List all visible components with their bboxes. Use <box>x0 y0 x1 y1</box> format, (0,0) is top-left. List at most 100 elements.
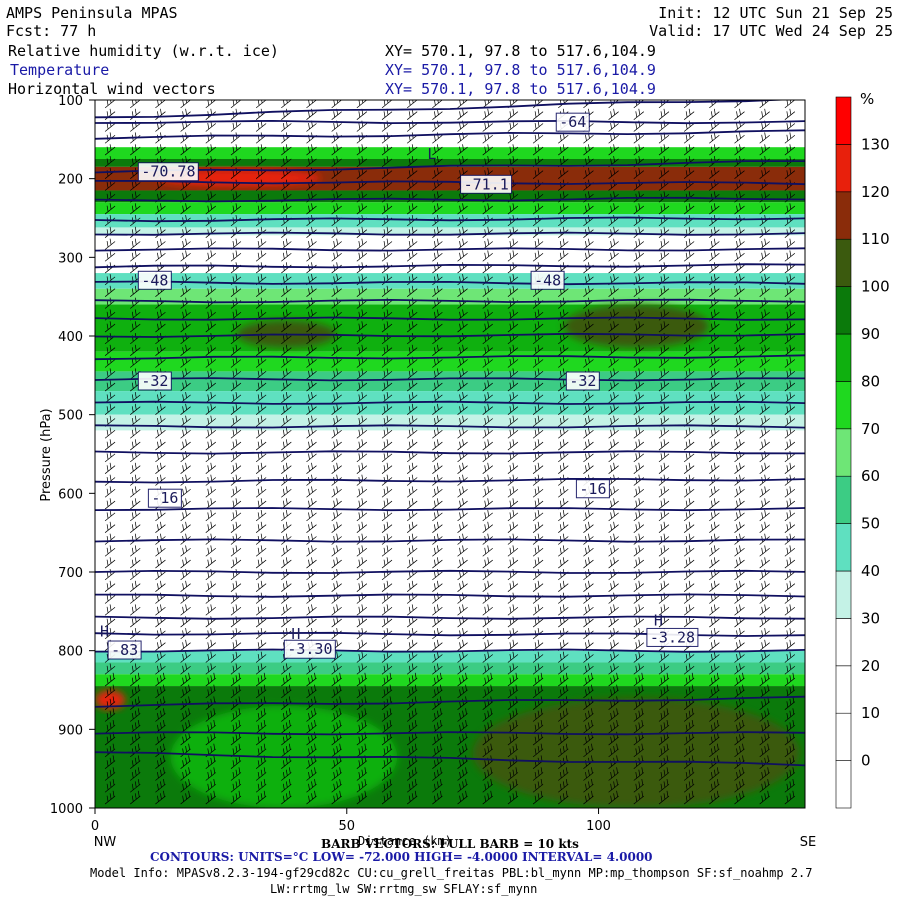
wind-barb <box>734 672 745 687</box>
wind-barb <box>406 167 418 179</box>
wind-barb <box>281 580 292 592</box>
wind-barb <box>482 545 493 557</box>
wind-barb <box>759 720 770 734</box>
wind-barb <box>457 108 468 120</box>
wind-barb <box>205 521 216 533</box>
wind-barb <box>381 427 393 439</box>
wind-barb <box>356 720 368 734</box>
wind-barb <box>432 486 443 498</box>
wind-barb <box>281 486 292 498</box>
wind-barb <box>406 486 418 498</box>
wind-barb <box>406 684 418 699</box>
wind-barb <box>583 309 594 321</box>
wind-barb <box>507 557 519 569</box>
wind-barb <box>381 498 393 510</box>
wind-barb <box>255 285 267 297</box>
wind-barb <box>230 144 242 156</box>
wind-barb <box>457 731 468 746</box>
wind-barb <box>608 545 619 557</box>
wind-barb <box>381 684 393 699</box>
wind-barb <box>583 427 594 439</box>
wind-barb <box>130 521 141 533</box>
wind-barb <box>759 731 770 746</box>
wind-barb <box>255 755 267 769</box>
wind-barb <box>507 743 519 758</box>
wind-barb <box>658 108 670 120</box>
wind-barb <box>734 262 745 274</box>
wind-barb <box>230 356 242 368</box>
wind-barb <box>356 790 368 805</box>
wind-barb <box>104 580 116 592</box>
wind-barb <box>180 580 191 592</box>
wind-barb <box>759 462 770 474</box>
field-temp-xy: XY= 570.1, 97.8 to 517.6,104.9 <box>385 61 656 79</box>
wind-barb <box>658 708 670 722</box>
colorbar-swatch <box>835 96 852 145</box>
wind-barb <box>356 663 368 675</box>
wind-barb <box>633 238 645 250</box>
wind-barb <box>683 167 695 179</box>
wind-barb <box>306 557 317 569</box>
wind-barb <box>608 403 619 415</box>
wind-barb <box>205 439 216 451</box>
wind-barb <box>180 380 191 392</box>
wind-barb <box>658 486 670 498</box>
wind-barb <box>104 592 116 604</box>
wind-barb <box>130 156 141 168</box>
colorbar: 0 10 20 30 40 50 60 70 80 90 100 110 120 130 <box>835 96 890 809</box>
wind-barb <box>356 580 368 592</box>
wind-barb <box>482 767 493 781</box>
wind-barb <box>532 580 544 592</box>
y-axis: 100 200 300 400 500 600 700 800 900 1000 <box>50 94 95 817</box>
wind-barb <box>532 684 544 699</box>
wind-barb <box>255 321 267 333</box>
wind-barb <box>255 731 267 746</box>
temperature-contour <box>95 507 805 512</box>
wind-barb <box>784 720 796 734</box>
wind-barb <box>381 462 393 474</box>
wind-barb <box>507 321 519 333</box>
wind-barb <box>532 521 544 533</box>
wind-barb <box>432 167 443 179</box>
wind-barb <box>255 604 267 616</box>
wind-barb <box>130 403 141 415</box>
colorbar-tick-label: 10 <box>861 704 880 722</box>
wind-barb <box>633 720 645 734</box>
x-tick-label: 50 <box>338 819 355 834</box>
wind-barb <box>734 743 745 758</box>
wind-barb <box>306 285 317 297</box>
wind-barb <box>683 557 695 569</box>
wind-barb <box>583 545 594 557</box>
wind-barb <box>558 392 569 404</box>
wind-barb <box>331 708 342 722</box>
wind-barb <box>180 521 191 533</box>
wind-barb <box>356 557 368 569</box>
wind-barb <box>532 344 544 356</box>
wind-barb <box>130 427 141 439</box>
wind-barb <box>608 415 619 427</box>
wind-barb <box>331 486 342 498</box>
wind-barb <box>583 144 594 156</box>
wind-barb <box>155 684 166 699</box>
wind-barb <box>306 380 317 392</box>
wind-barb <box>205 651 216 663</box>
wind-barb <box>482 672 493 687</box>
wind-barb <box>457 285 468 297</box>
wind-barb <box>155 250 166 262</box>
wind-barb <box>457 380 468 392</box>
wind-barb <box>356 309 368 321</box>
wind-barb <box>104 462 116 474</box>
wind-barb <box>532 415 544 427</box>
wind-barb <box>306 203 317 215</box>
wind-barb <box>155 651 166 663</box>
temperature-contour <box>95 180 805 186</box>
wind-barb <box>507 521 519 533</box>
colorbar-swatch <box>835 333 852 382</box>
wind-barb <box>306 368 317 380</box>
wind-barb <box>507 720 519 734</box>
wind-barb <box>633 545 645 557</box>
wind-barb <box>155 663 166 675</box>
wind-barb <box>180 144 191 156</box>
wind-barb <box>381 486 393 498</box>
wind-barb <box>406 203 418 215</box>
